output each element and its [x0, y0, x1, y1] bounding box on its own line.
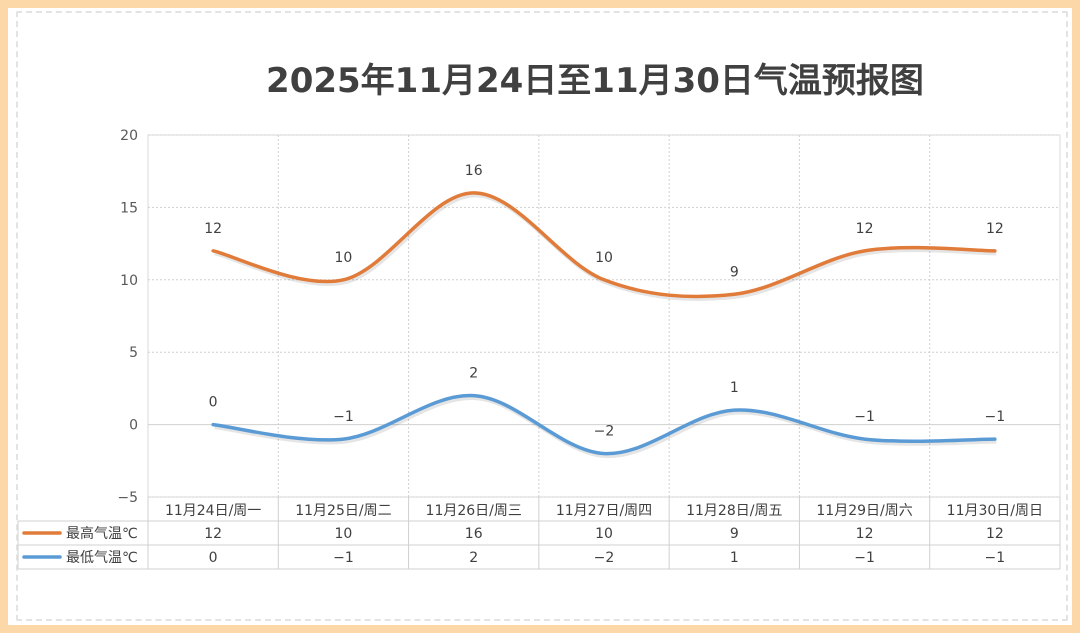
- chart-title: 2025年11月24日至11月30日气温预报图: [266, 61, 924, 101]
- chart-border: [16, 11, 1068, 621]
- table-cell: −1: [985, 550, 1006, 566]
- legend-label: 最高气温℃: [66, 525, 138, 542]
- table-cell: 16: [465, 526, 483, 542]
- chart-frame: [8, 8, 1072, 625]
- series-line-shadow: [214, 193, 997, 301]
- data-label: 16: [465, 163, 483, 179]
- data-label: 10: [595, 250, 613, 266]
- table-cell: 0: [209, 550, 218, 566]
- series-line-shadow: [214, 396, 997, 459]
- x-category-label: 11月28日/周五: [686, 503, 782, 519]
- table-cell: 12: [204, 526, 222, 542]
- data-label: −2: [594, 424, 615, 440]
- series-line-high: [211, 191, 997, 299]
- data-label: 1: [730, 380, 739, 396]
- table-cell: −2: [594, 550, 615, 566]
- x-category-label: 11月29日/周六: [816, 503, 912, 519]
- y-tick-label: 5: [129, 345, 138, 361]
- table-cell: 9: [730, 526, 739, 542]
- x-category-label: 11月30日/周日: [947, 503, 1043, 519]
- table-cell: 12: [856, 526, 874, 542]
- table-cell: 2: [469, 550, 478, 566]
- data-label: −1: [854, 409, 875, 425]
- data-label: 0: [209, 395, 218, 411]
- legend-label: 最低气温℃: [66, 550, 138, 566]
- y-tick-label: −5: [117, 490, 138, 506]
- data-label: 12: [856, 221, 874, 237]
- table-cell: 1: [730, 550, 739, 566]
- data-label: 10: [335, 250, 353, 266]
- table-cell: −1: [854, 550, 875, 566]
- data-label: 12: [204, 221, 222, 237]
- data-label: 9: [730, 264, 739, 280]
- x-category-label: 11月25日/周二: [295, 503, 391, 519]
- data-label: 2: [469, 366, 478, 382]
- y-tick-label: 10: [120, 273, 138, 289]
- y-tick-label: 15: [120, 200, 138, 216]
- x-category-label: 11月27日/周四: [556, 503, 652, 519]
- table-cell: 12: [986, 526, 1004, 542]
- x-category-label: 11月26日/周三: [426, 503, 522, 519]
- data-table: 11月24日/周一 11月25日/周二 11月26日/周三 11月27日/周四 11月2…: [17, 497, 1061, 570]
- x-category-label: 11月24日/周一: [165, 503, 261, 519]
- data-label: 12: [986, 221, 1004, 237]
- table-cell: 10: [595, 526, 613, 542]
- table-cell: 10: [335, 526, 353, 542]
- y-axis: −5 0 5 10 15 20: [117, 128, 138, 506]
- series-line-low: [211, 393, 997, 456]
- y-tick-label: 20: [120, 128, 138, 144]
- data-label: −1: [985, 409, 1006, 425]
- y-tick-label: 0: [129, 418, 138, 434]
- plot-area: 12 10 16 10 9 12 12 0 −1 2 −2 1 −1 −1: [204, 163, 1006, 459]
- data-label: −1: [333, 409, 354, 425]
- table-cell: −1: [333, 550, 354, 566]
